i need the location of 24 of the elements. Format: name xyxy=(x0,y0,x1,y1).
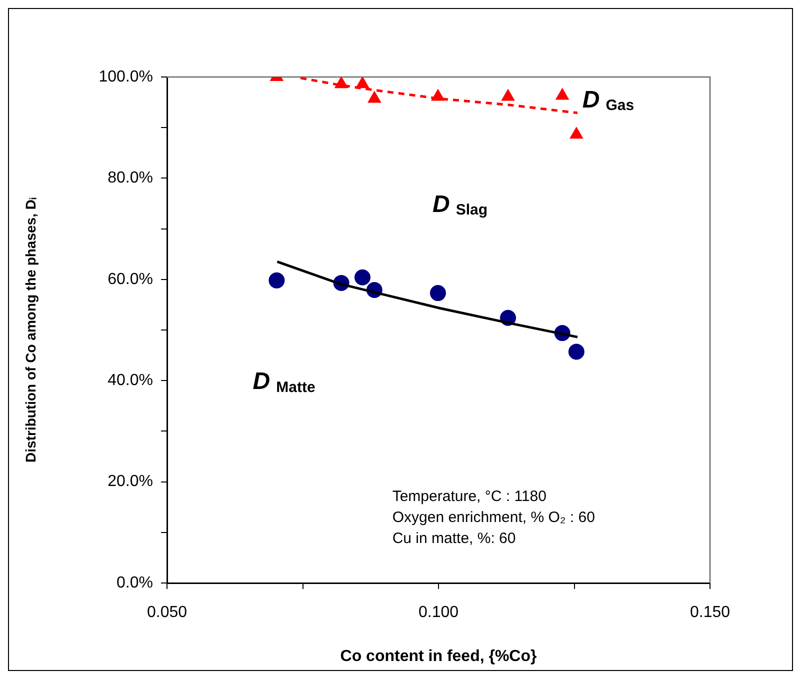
point xyxy=(356,77,370,88)
y-tick-label: 80.0% xyxy=(108,170,153,187)
y-tick-label: 0.0% xyxy=(116,574,153,592)
y-axis-title: Distribution of Co among the phases, Dᵢ xyxy=(22,198,38,462)
point xyxy=(268,272,285,288)
annotation: Oxygen enrichment, % O₂ : 60 xyxy=(392,509,595,526)
annotation: Temperature, °C : 1180 xyxy=(392,488,546,505)
y-tick-label: 60.0% xyxy=(108,270,153,288)
point xyxy=(354,269,370,286)
point xyxy=(501,88,515,101)
point xyxy=(568,344,584,360)
y-tick-label: 100.0% xyxy=(98,68,153,86)
x-tick-label: 0.050 xyxy=(146,604,188,622)
y-tick-label: 20.0% xyxy=(108,473,153,490)
point xyxy=(430,285,446,302)
point xyxy=(555,88,570,100)
y-tick-label: 40.0% xyxy=(108,372,153,390)
point xyxy=(569,126,584,139)
x-tick-label: 0.100 xyxy=(418,604,459,622)
x-axis-title: Co content in feed, {%Co} xyxy=(340,648,537,665)
point xyxy=(368,90,382,103)
line-series xyxy=(299,77,579,114)
annotation: Cu in matte, %: 60 xyxy=(392,530,516,547)
x-tick-label: 0.150 xyxy=(690,604,730,622)
